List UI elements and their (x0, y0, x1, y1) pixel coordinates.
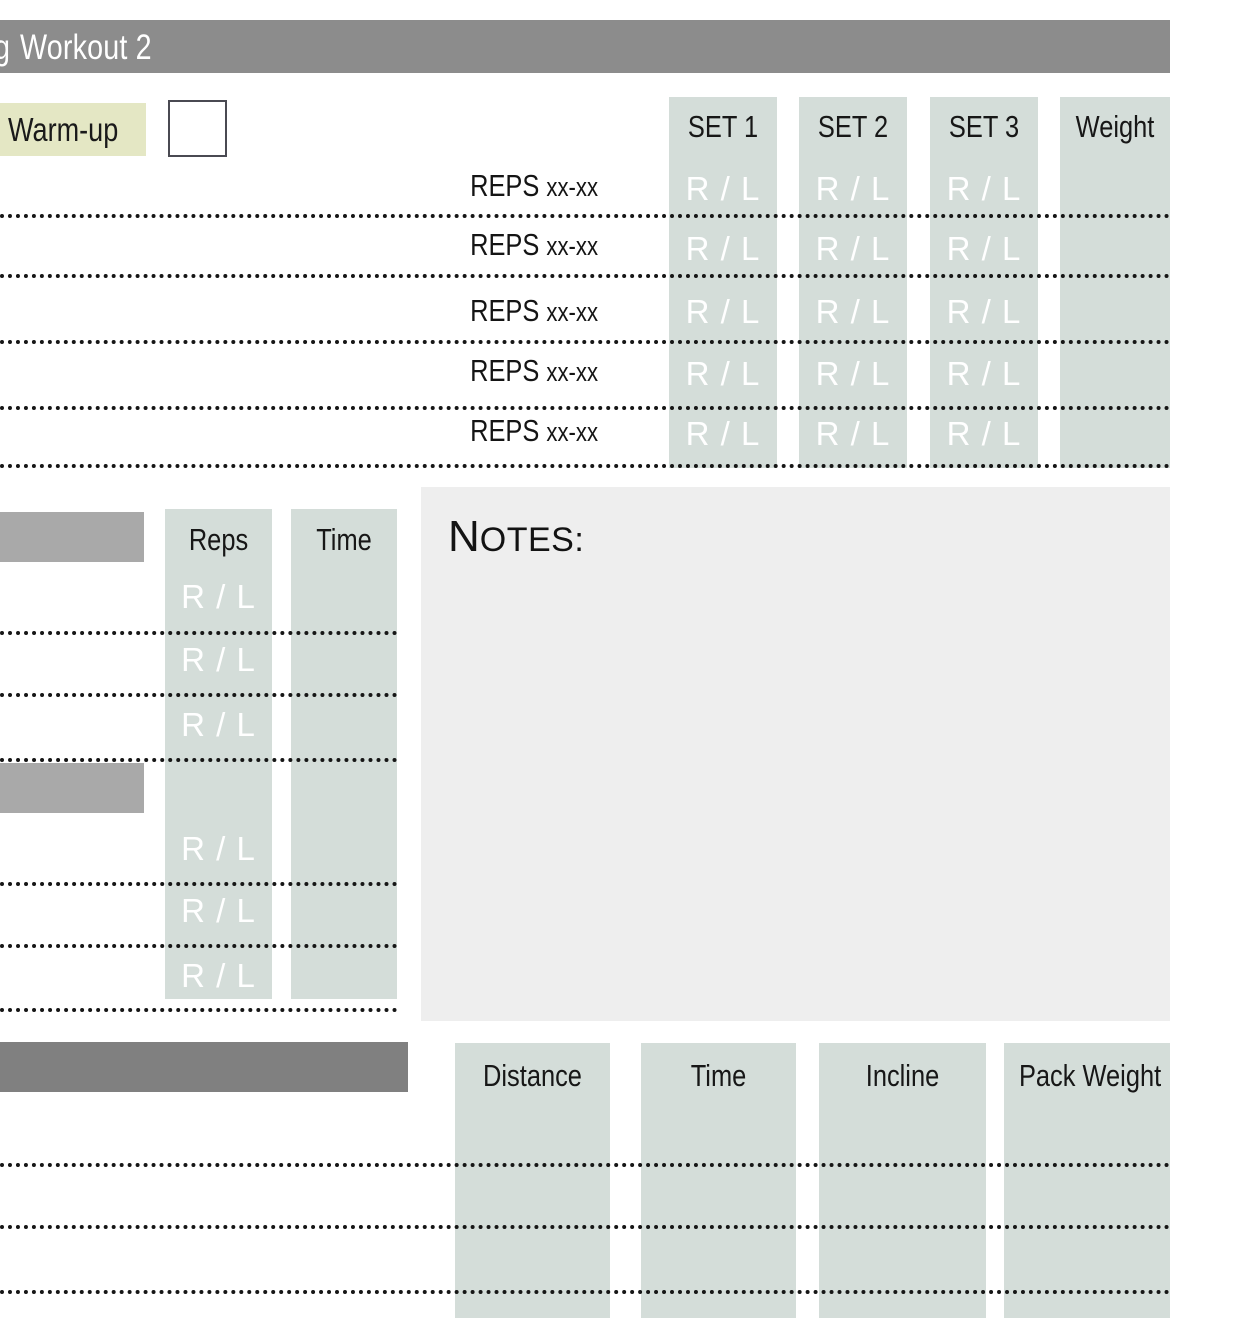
set-3-cell-row-5[interactable]: R / L (946, 415, 1022, 452)
set-2-cell-row-2[interactable]: R / L (815, 230, 891, 267)
notes-title: NOTES: (448, 512, 584, 562)
column-incline: Incline (819, 1043, 986, 1318)
set-3-cell-row-4[interactable]: R / L (946, 355, 1022, 392)
set-3-cell-row-2[interactable]: R / L (946, 230, 1022, 267)
page-title: Workout 2 (20, 28, 152, 67)
column-header-incline: Incline (865, 1058, 940, 1093)
reps-label-row-3: REPS xx-xx (470, 293, 598, 329)
column-distance: Distance (455, 1043, 610, 1318)
row-divider (0, 1290, 1170, 1294)
column-reps: Reps (165, 509, 272, 999)
reps-prefix: REPS (470, 168, 540, 203)
row-divider (0, 214, 1170, 218)
cardio-name-bar[interactable] (0, 1042, 408, 1092)
set-3-cell-row-3[interactable]: R / L (946, 293, 1022, 330)
warmup-checkbox[interactable] (168, 100, 227, 157)
reps-cell-row-3[interactable]: R / L (181, 706, 256, 743)
reps-value: xx-xx (546, 357, 598, 387)
reps-label-row-1: REPS xx-xx (470, 168, 598, 204)
reps-prefix: REPS (470, 353, 540, 388)
column-header-cardio-time: Time (690, 1058, 747, 1093)
set-1-cell-row-2[interactable]: R / L (685, 230, 761, 267)
warmup-tag-background (0, 103, 146, 156)
set-3-cell-row-1[interactable]: R / L (946, 170, 1022, 207)
set-2-cell-row-5[interactable]: R / L (815, 415, 891, 452)
reps-cell-row-1[interactable]: R / L (181, 578, 256, 615)
warmup-label: Warm-up (8, 111, 119, 148)
row-divider (0, 944, 397, 948)
column-time: Time (291, 509, 397, 999)
row-divider (0, 464, 1170, 468)
set-2-cell-row-3[interactable]: R / L (815, 293, 891, 330)
workout-title-bar (0, 20, 1170, 73)
column-cardio-time: Time (641, 1043, 796, 1318)
set-2-cell-row-1[interactable]: R / L (815, 170, 891, 207)
set-1-cell-row-1[interactable]: R / L (685, 170, 761, 207)
exercise-name-bar-1[interactable] (0, 512, 144, 562)
column-header-distance: Distance (483, 1058, 582, 1093)
reps-prefix: REPS (470, 293, 540, 328)
reps-value: xx-xx (546, 417, 598, 447)
notes-title-initial: N (448, 512, 480, 561)
set-1-cell-row-3[interactable]: R / L (685, 293, 761, 330)
row-divider (0, 274, 1170, 278)
row-divider (0, 758, 397, 762)
column-set-1: SET 1 (669, 97, 777, 468)
exercise-name-bar-2[interactable] (0, 763, 144, 813)
reps-prefix: REPS (470, 413, 540, 448)
column-weight: Weight (1060, 97, 1170, 468)
column-set-3: SET 3 (930, 97, 1038, 468)
row-divider (0, 631, 397, 635)
column-header-time: Time (316, 522, 372, 557)
set-1-cell-row-5[interactable]: R / L (685, 415, 761, 452)
set-1-cell-row-4[interactable]: R / L (685, 355, 761, 392)
row-divider (0, 882, 397, 886)
column-header-pack-weight: Pack Weight (1018, 1058, 1162, 1093)
reps-value: xx-xx (546, 231, 598, 261)
reps-cell-row-4[interactable]: R / L (181, 830, 256, 867)
reps-value: xx-xx (546, 297, 598, 327)
column-pack-weight: Pack Weight (1004, 1043, 1170, 1318)
reps-cell-row-2[interactable]: R / L (181, 641, 256, 678)
reps-prefix: REPS (470, 227, 540, 262)
row-divider (0, 340, 1170, 344)
reps-value: xx-xx (546, 172, 598, 202)
set-2-cell-row-4[interactable]: R / L (815, 355, 891, 392)
row-divider (0, 1163, 1170, 1167)
reps-label-row-4: REPS xx-xx (470, 353, 598, 389)
notes-panel[interactable]: NOTES: (421, 487, 1170, 1021)
column-header-weight: Weight (1075, 109, 1155, 144)
column-header-set-3: SET 3 (948, 109, 1020, 144)
row-divider (0, 1225, 1170, 1229)
reps-cell-row-6[interactable]: R / L (181, 957, 256, 994)
row-divider (0, 406, 1170, 410)
column-header-reps: Reps (188, 522, 249, 557)
notes-title-rest: OTES: (479, 521, 585, 559)
column-header-set-1: SET 1 (687, 109, 759, 144)
row-divider (0, 693, 397, 697)
title-clipped-prefix: g (0, 28, 10, 68)
reps-cell-row-5[interactable]: R / L (181, 892, 256, 929)
reps-label-row-5: REPS xx-xx (470, 413, 598, 449)
reps-label-row-2: REPS xx-xx (470, 227, 598, 263)
column-header-set-2: SET 2 (817, 109, 889, 144)
column-set-2: SET 2 (799, 97, 907, 468)
row-divider (0, 1008, 397, 1012)
